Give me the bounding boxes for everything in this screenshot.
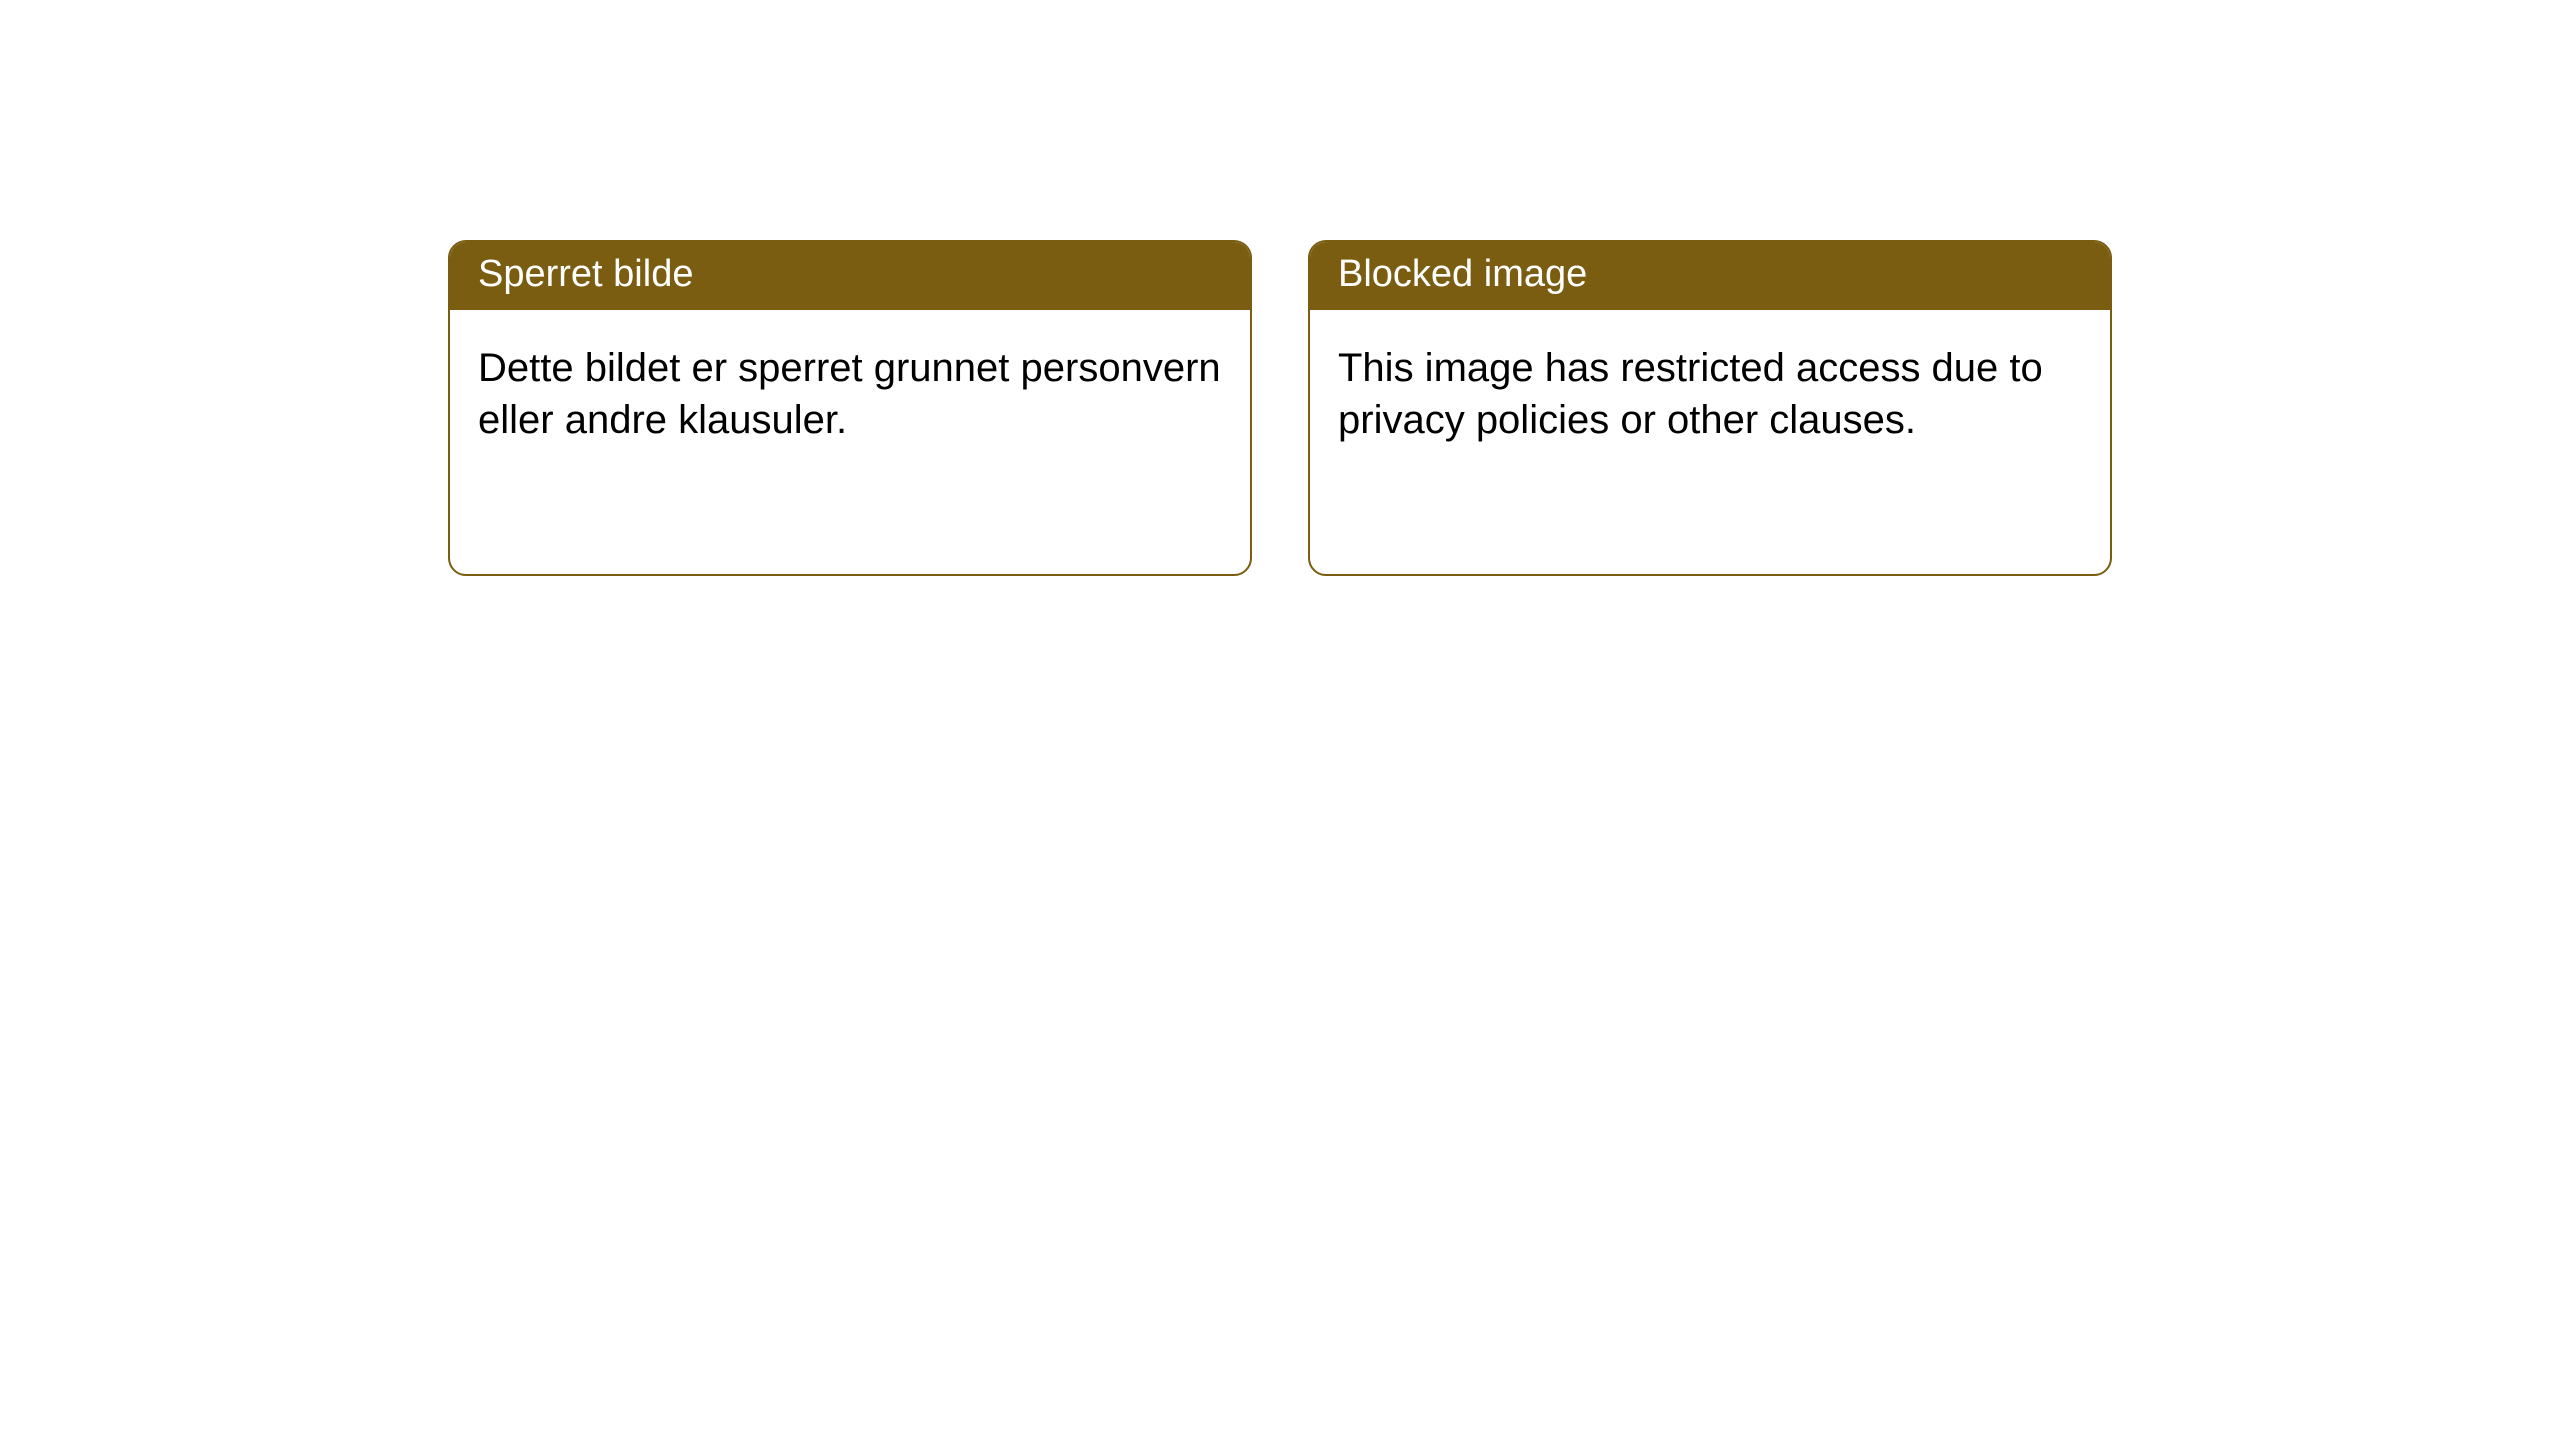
card-body: Dette bildet er sperret grunnet personve… — [450, 310, 1250, 478]
notice-container: Sperret bilde Dette bildet er sperret gr… — [0, 0, 2560, 576]
notice-card-english: Blocked image This image has restricted … — [1308, 240, 2112, 576]
card-body-text: This image has restricted access due to … — [1338, 346, 2043, 442]
card-header: Sperret bilde — [450, 242, 1250, 310]
card-header: Blocked image — [1310, 242, 2110, 310]
card-body: This image has restricted access due to … — [1310, 310, 2110, 478]
card-title: Blocked image — [1338, 253, 1587, 295]
card-body-text: Dette bildet er sperret grunnet personve… — [478, 346, 1221, 442]
card-title: Sperret bilde — [478, 253, 693, 295]
notice-card-norwegian: Sperret bilde Dette bildet er sperret gr… — [448, 240, 1252, 576]
